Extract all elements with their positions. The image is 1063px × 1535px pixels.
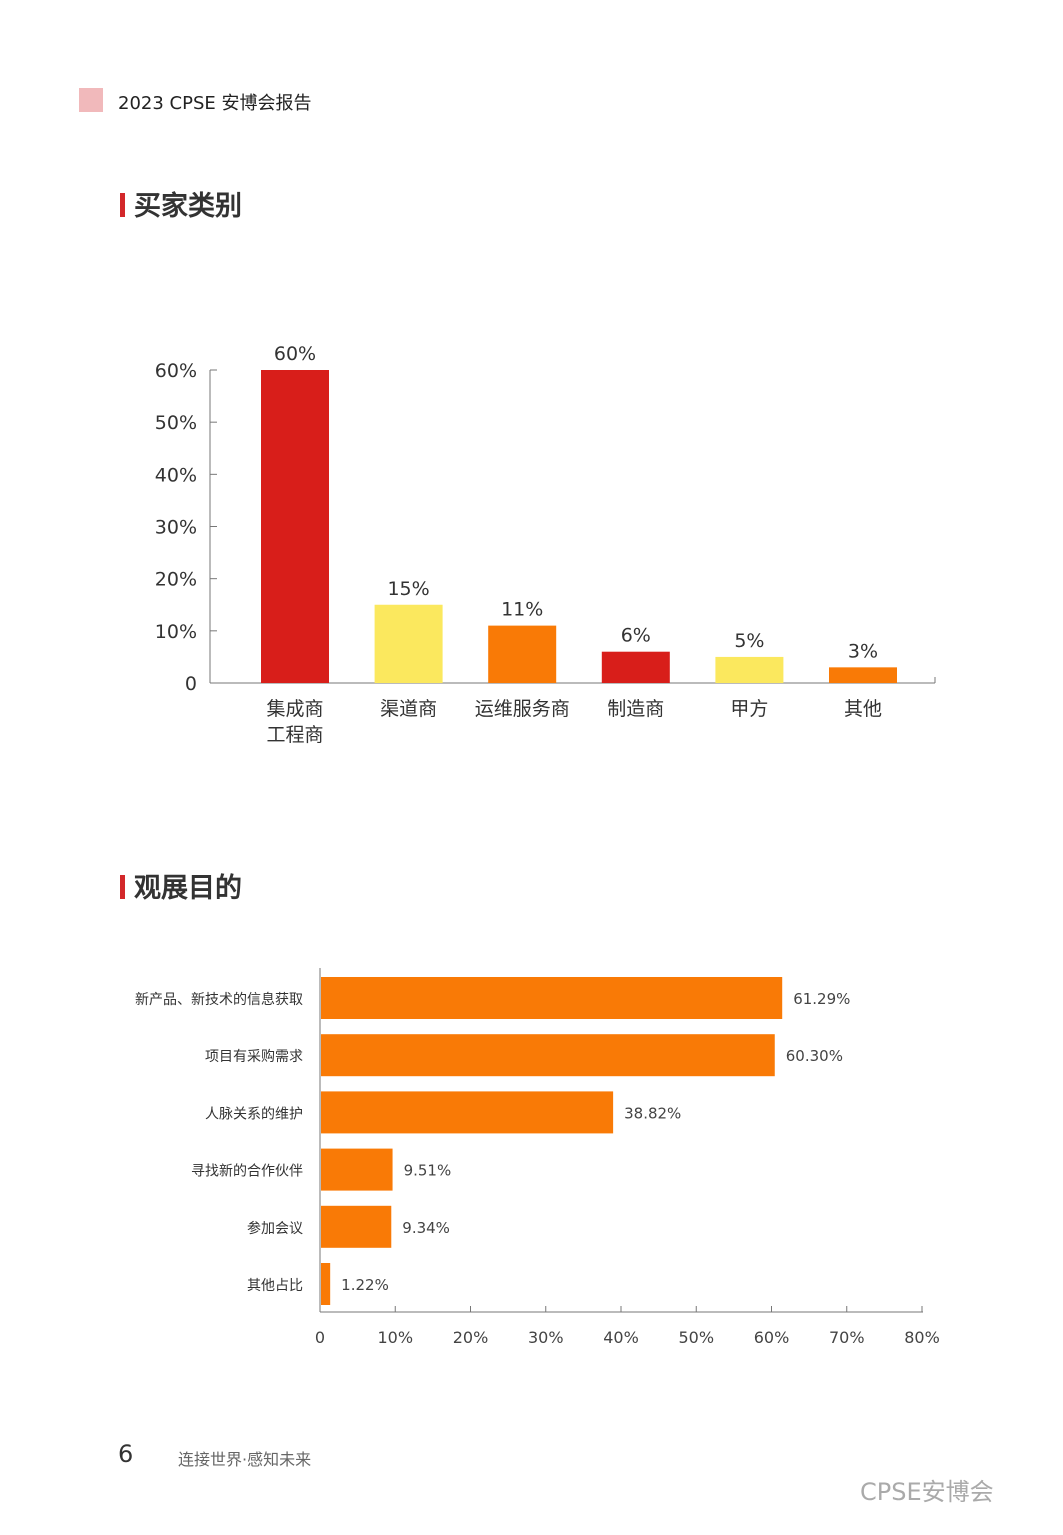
bar: [321, 1034, 775, 1077]
bar: [321, 1205, 392, 1248]
header-marker: [79, 88, 103, 112]
data-label: 6%: [621, 625, 651, 647]
y-tick-label: 0: [185, 673, 197, 695]
y-tick-label: 40%: [155, 464, 197, 486]
y-tick-label: 60%: [155, 360, 197, 382]
x-tick-label: 80%: [904, 1328, 940, 1347]
data-label: 9.51%: [404, 1162, 452, 1180]
page-number: 6: [118, 1440, 134, 1468]
bar: [321, 1091, 614, 1134]
x-tick-label: 40%: [603, 1328, 639, 1347]
footer-slogan: 连接世界·感知未来: [178, 1450, 312, 1469]
category-label: 工程商: [266, 724, 323, 746]
bar: [601, 651, 670, 683]
x-tick-label: 10%: [377, 1328, 413, 1347]
category-label: 其他占比: [247, 1278, 303, 1294]
data-label: 38.82%: [624, 1104, 681, 1122]
category-label: 寻找新的合作伙伴: [191, 1164, 303, 1180]
bar: [488, 625, 557, 683]
y-tick-label: 30%: [155, 517, 197, 539]
y-tick-label: 10%: [155, 621, 197, 643]
data-label: 60%: [274, 343, 316, 365]
bar: [321, 977, 783, 1019]
data-label: 5%: [734, 630, 764, 652]
data-label: 3%: [848, 640, 878, 662]
section-title-buyer-type: 买家类别: [120, 184, 242, 223]
category-label: 运维服务商: [475, 698, 570, 720]
x-tick-label: 50%: [678, 1328, 714, 1347]
data-label: 11%: [501, 599, 543, 621]
category-label: 其他: [844, 698, 882, 720]
x-tick-label: 60%: [754, 1328, 790, 1347]
x-tick-label: 0: [315, 1328, 325, 1347]
bar: [321, 1148, 393, 1191]
bar: [374, 604, 443, 683]
bar: [829, 667, 897, 683]
y-tick-label: 20%: [155, 569, 197, 591]
data-label: 15%: [387, 578, 429, 600]
y-tick-label: 50%: [155, 412, 197, 434]
header-title: 2023 CPSE 安博会报告: [118, 93, 312, 114]
category-label: 新产品、新技术的信息获取: [135, 991, 303, 1008]
category-label: 参加会议: [247, 1220, 303, 1237]
category-label: 渠道商: [380, 698, 437, 720]
category-label: 人脉关系的维护: [205, 1106, 303, 1122]
section-title-visit-purpose: 观展目的: [120, 866, 242, 905]
watermark: CPSE安博会: [860, 1478, 994, 1506]
bar: [321, 1263, 331, 1305]
category-label: 项目有采购需求: [205, 1049, 303, 1065]
x-tick-label: 30%: [528, 1328, 564, 1347]
category-label: 制造商: [607, 698, 664, 720]
bar: [715, 656, 784, 683]
bar: [261, 370, 329, 683]
x-tick-label: 70%: [829, 1328, 865, 1347]
data-label: 9.34%: [402, 1219, 450, 1237]
category-label: 甲方: [730, 698, 768, 720]
data-label: 60.30%: [786, 1047, 843, 1065]
x-tick-label: 20%: [453, 1328, 489, 1347]
data-label: 61.29%: [793, 990, 850, 1008]
category-label: 集成商: [266, 698, 323, 720]
data-label: 1.22%: [341, 1276, 389, 1294]
